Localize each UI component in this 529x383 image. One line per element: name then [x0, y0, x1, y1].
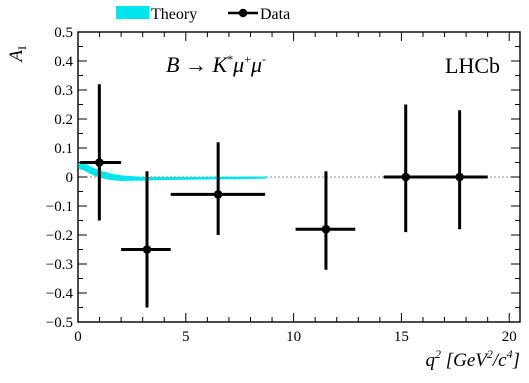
y-tick-label: −0.1: [46, 199, 73, 215]
process-k-sup: *: [227, 52, 233, 66]
x-axis-title-unit-sup2: 4: [507, 347, 513, 361]
data-point: [383, 104, 423, 233]
process-mu2: μ: [250, 52, 262, 77]
y-axis-title-base: A: [6, 50, 27, 64]
data-point: [170, 142, 266, 235]
y-tick-label: 0.1: [54, 141, 73, 157]
data-points-layer: [80, 84, 488, 308]
x-tick-label: 15: [394, 329, 409, 345]
process-k: K: [211, 52, 228, 77]
experiment-label: LHCb: [445, 53, 500, 78]
y-tick-label: −0.2: [46, 228, 73, 244]
theory-band: [78, 161, 267, 181]
x-axis-title-unit-sup1: 2: [487, 347, 493, 361]
legend-theory-label: Theory: [151, 6, 197, 23]
data-point: [295, 171, 356, 270]
y-tick-label: 0.2: [54, 112, 73, 128]
data-marker: [142, 245, 152, 254]
x-axis-title-unit-close: ]: [512, 350, 520, 371]
data-marker: [213, 190, 223, 199]
data-marker: [95, 158, 104, 167]
data-point: [80, 84, 122, 221]
process-mu2-sup: -: [262, 52, 266, 66]
y-axis-title-sub: I: [15, 46, 29, 50]
x-axis-title-unit-open: [GeV: [441, 350, 489, 371]
data-marker: [455, 172, 464, 182]
x-axis-title: q2 [GeV2/c4]: [425, 347, 520, 371]
x-axis-title-unit-mid: /c: [492, 350, 507, 371]
legend-data-label: Data: [260, 6, 290, 23]
legend: Theory Data: [116, 6, 290, 23]
y-tick-label: 0.4: [54, 54, 73, 70]
process-b: B: [166, 52, 179, 77]
legend-data-marker: [238, 8, 248, 18]
process-label: B → K*μ+μ-: [166, 52, 266, 77]
y-tick-label: −0.5: [46, 315, 73, 331]
legend-theory-swatch: [116, 6, 149, 19]
tick-layer: [77, 31, 520, 323]
x-tick-label: 0: [74, 329, 82, 345]
process-arrow: →: [179, 52, 212, 77]
y-tick-label: 0.3: [54, 83, 73, 99]
process-mu1-sup: +: [244, 52, 251, 66]
y-tick-label: 0: [66, 170, 74, 186]
x-tick-label: 10: [286, 329, 301, 345]
x-tick-label: 5: [182, 329, 190, 345]
x-axis-title-sup: 2: [435, 347, 441, 361]
y-tick-label: −0.4: [46, 286, 74, 302]
y-tick-label: 0.5: [54, 25, 73, 41]
data-point: [422, 110, 488, 230]
theory-band-layer: [78, 161, 267, 181]
data-marker: [401, 172, 411, 182]
data-point: [121, 171, 171, 308]
process-mu1: μ: [232, 52, 244, 77]
tick-label-layer: 0 5 10 15 20 −0.5 −0.4 −0.3 −0.2 −0.1 0 0.1 0.2 0.3 0.…: [46, 25, 517, 345]
data-marker: [321, 224, 331, 234]
y-tick-label: −0.3: [46, 257, 73, 273]
x-tick-label: 20: [502, 329, 517, 345]
y-axis-title: AI: [6, 46, 29, 64]
x-axis-title-base: q: [425, 350, 435, 371]
